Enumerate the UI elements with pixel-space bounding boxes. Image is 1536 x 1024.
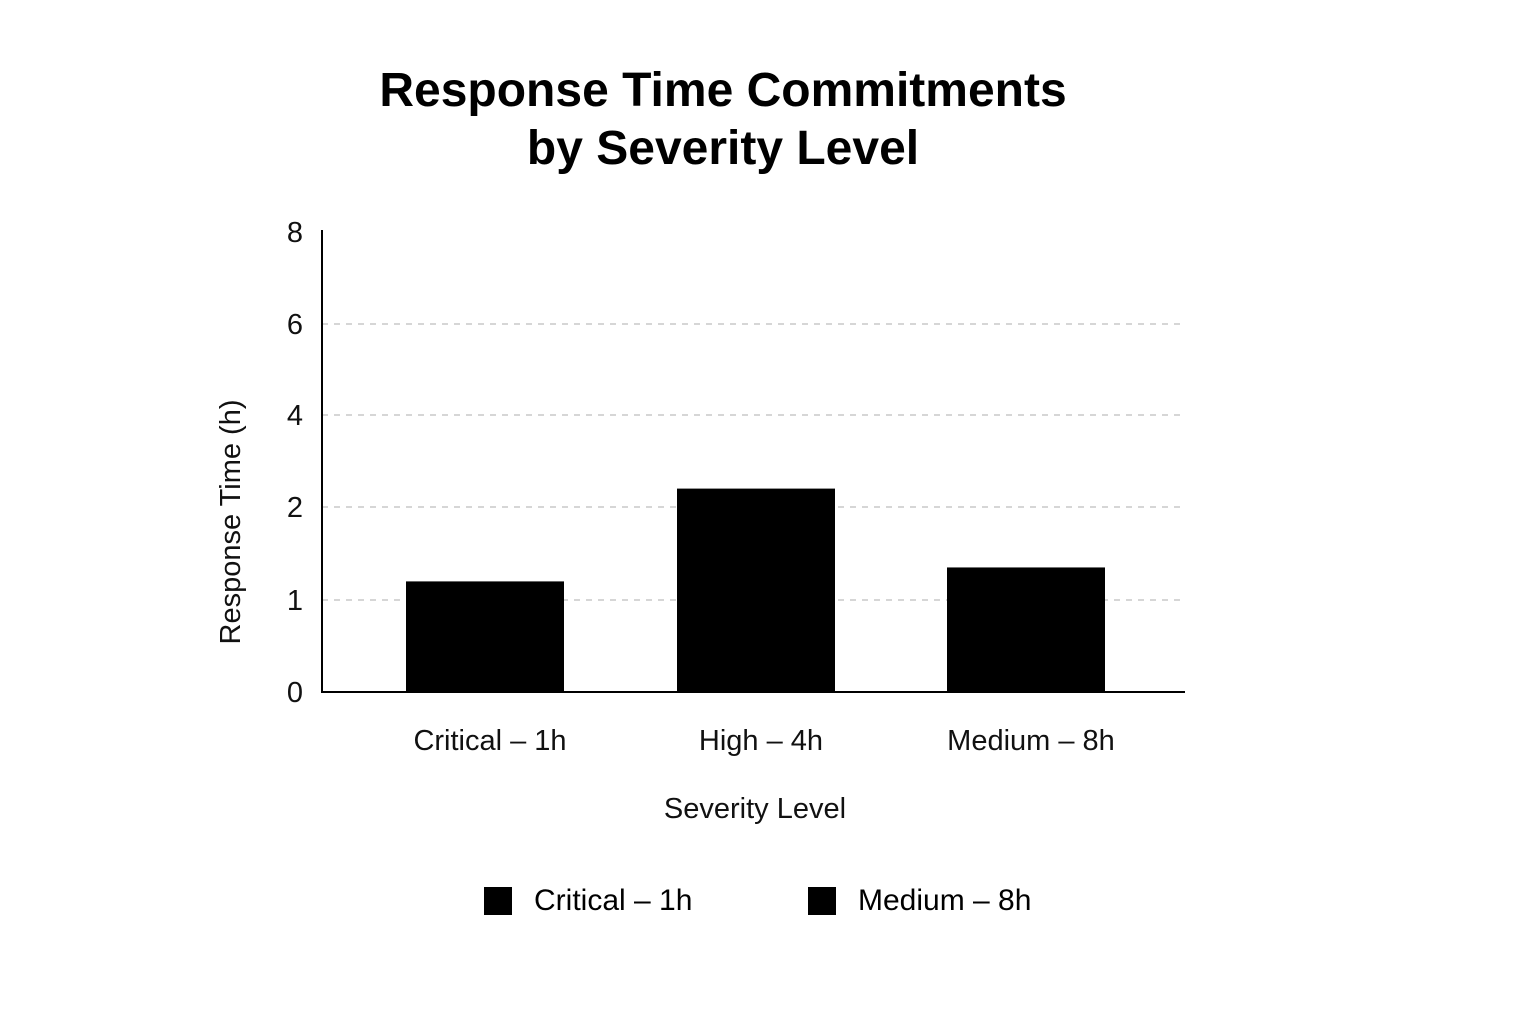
legend-item-medium: Medium – 8h	[808, 884, 1031, 918]
y-tick-label: 0	[287, 677, 303, 709]
chart-title: Response Time Commitments by Severity Le…	[0, 62, 1446, 178]
x-category-label: Medium – 8h	[947, 725, 1115, 757]
bar-1	[406, 581, 564, 692]
chart-legend: Critical – 1h Medium – 8h	[0, 884, 1536, 924]
x-axis-title: Severity Level	[664, 793, 846, 825]
x-category-label: Critical – 1h	[413, 725, 566, 757]
legend-swatch-medium	[808, 887, 836, 915]
legend-swatch-critical	[484, 887, 512, 915]
y-tick-label: 1	[287, 585, 303, 617]
legend-label-medium: Medium – 8h	[858, 884, 1032, 917]
y-tick-label: 2	[287, 492, 303, 524]
y-tick-labels: 0 1 2 4 6 8	[287, 217, 303, 709]
legend-label-critical: Critical – 1h	[534, 884, 693, 917]
chart-title-line-2: by Severity Level	[526, 122, 920, 175]
y-tick-label: 6	[287, 309, 303, 341]
chart-title-line-1: Response Time Commitments	[379, 64, 1067, 117]
x-category-labels: Critical – 1h High – 4h Medium – 8h	[413, 725, 1114, 757]
bar-2	[677, 488, 835, 692]
bars	[406, 488, 1105, 692]
y-axis-title: Response Time (h)	[215, 400, 247, 645]
x-category-label: High – 4h	[699, 725, 823, 757]
legend-item-critical: Critical – 1h	[484, 884, 692, 918]
bar-3	[947, 567, 1105, 692]
y-tick-label: 4	[287, 400, 303, 432]
y-tick-label: 8	[287, 217, 303, 249]
